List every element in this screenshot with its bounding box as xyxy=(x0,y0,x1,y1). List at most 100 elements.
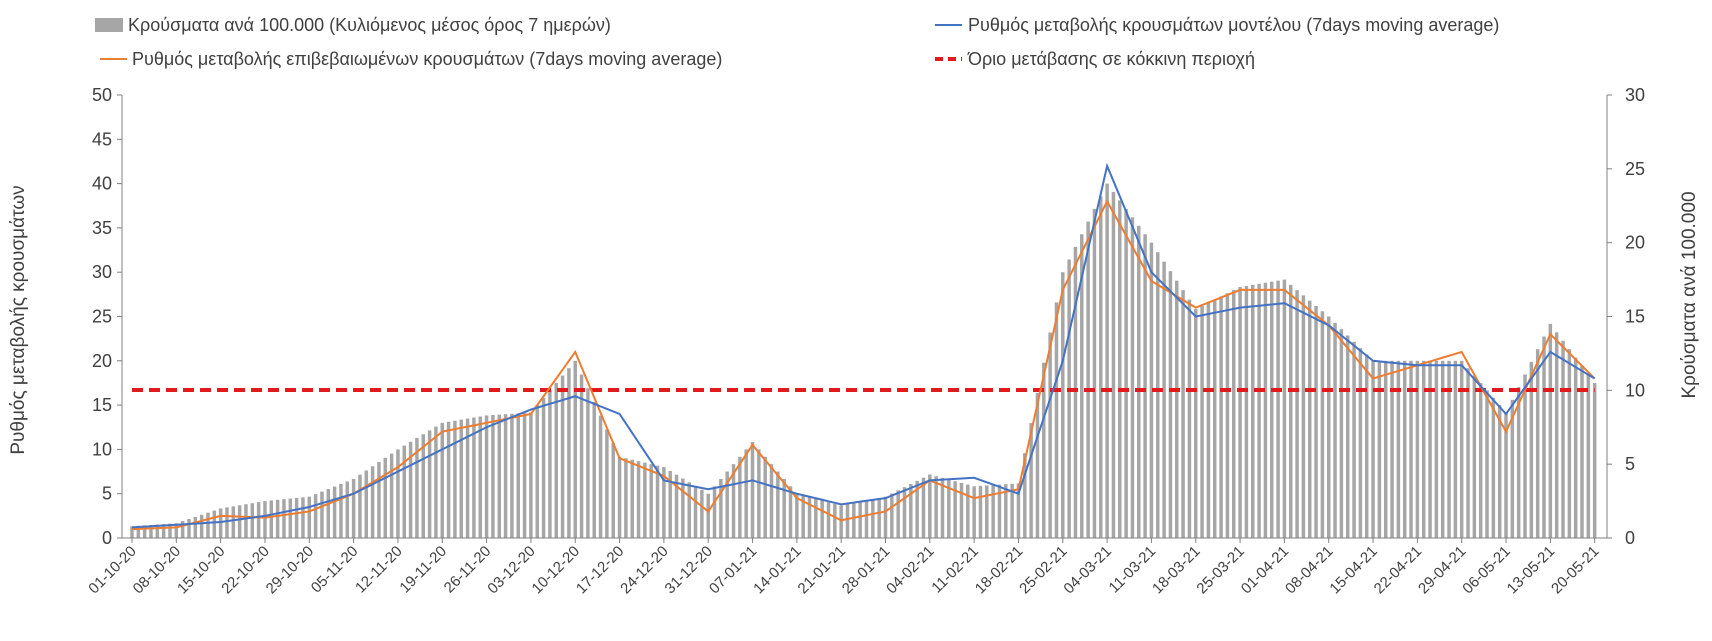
confirmed-rate-line xyxy=(131,199,1596,531)
bar xyxy=(833,503,837,538)
bar xyxy=(1573,357,1578,538)
x-tick-label: 20-05-21 xyxy=(1548,543,1602,597)
bar xyxy=(1364,354,1369,538)
bar xyxy=(1586,374,1591,538)
bar xyxy=(491,415,495,538)
bar xyxy=(136,525,141,538)
bar xyxy=(1339,329,1344,538)
bar xyxy=(1073,246,1078,538)
bar xyxy=(1118,200,1122,539)
bar xyxy=(250,503,255,538)
y-left-tick-label: 50 xyxy=(92,85,112,105)
bar xyxy=(415,438,419,538)
bar xyxy=(1105,183,1109,538)
bar xyxy=(459,419,463,538)
bar xyxy=(1282,279,1287,538)
bar xyxy=(313,494,318,538)
bar xyxy=(288,498,293,538)
bar xyxy=(453,420,457,538)
bar xyxy=(1251,284,1255,538)
bar xyxy=(864,500,869,538)
bar xyxy=(503,414,508,538)
bar xyxy=(484,415,489,538)
bar xyxy=(1168,271,1173,538)
line-series xyxy=(131,162,1596,531)
bar xyxy=(408,441,413,538)
bar-series xyxy=(130,183,1597,539)
bar xyxy=(1592,382,1597,538)
bar xyxy=(326,489,331,538)
bar xyxy=(1162,261,1166,538)
x-tick-label: 06-05-21 xyxy=(1459,543,1513,597)
bar xyxy=(472,417,476,538)
x-tick-label: 08-04-21 xyxy=(1282,543,1336,597)
bar xyxy=(180,521,185,538)
bar xyxy=(1232,290,1236,538)
x-tick-label: 18-02-21 xyxy=(972,543,1026,597)
bar xyxy=(795,493,799,538)
bar xyxy=(1580,366,1584,538)
bar xyxy=(839,505,843,538)
x-tick-label: 29-10-20 xyxy=(263,543,317,597)
bar xyxy=(161,524,166,538)
bar xyxy=(1200,305,1204,538)
bar xyxy=(744,449,748,538)
bar xyxy=(763,456,767,538)
bar xyxy=(332,486,337,538)
x-tick-label: 17-12-20 xyxy=(573,543,627,597)
bar xyxy=(301,497,305,538)
bar xyxy=(909,484,913,538)
bar xyxy=(1175,280,1179,538)
y-left-tick-label: 30 xyxy=(92,262,112,282)
bar xyxy=(1561,340,1565,538)
bar xyxy=(1092,208,1097,538)
bar xyxy=(339,484,343,538)
bar xyxy=(624,458,628,538)
bar xyxy=(174,523,179,538)
bar xyxy=(681,478,685,538)
bar xyxy=(1326,316,1331,538)
x-tick-label: 01-10-20 xyxy=(85,543,139,597)
bar xyxy=(1535,349,1540,538)
bar xyxy=(1137,225,1141,539)
y-left-tick-label: 40 xyxy=(92,174,112,194)
bar xyxy=(1523,374,1527,538)
x-tick-label: 29-04-21 xyxy=(1415,543,1469,597)
x-ticks: 01-10-2008-10-2015-10-2022-10-2029-10-20… xyxy=(85,538,1602,597)
bar xyxy=(636,461,641,538)
x-tick-label: 18-03-21 xyxy=(1149,543,1203,597)
x-tick-label: 24-12-20 xyxy=(617,543,671,597)
bar xyxy=(997,484,1002,538)
bar xyxy=(560,375,565,538)
bar xyxy=(1333,322,1337,538)
bar xyxy=(1434,360,1439,538)
bar xyxy=(1383,360,1388,538)
x-tick-label: 08-10-20 xyxy=(130,543,184,597)
y-right-tick-label: 15 xyxy=(1625,307,1645,327)
bar xyxy=(991,485,995,538)
bar xyxy=(269,500,274,538)
x-tick-label: 03-12-20 xyxy=(484,543,538,597)
bar xyxy=(1345,335,1350,538)
x-tick-label: 04-02-21 xyxy=(883,543,937,597)
bar xyxy=(1478,382,1483,538)
bar xyxy=(535,405,539,538)
bar xyxy=(1548,323,1553,538)
bar xyxy=(1409,360,1413,538)
bar xyxy=(807,497,812,538)
bar xyxy=(877,497,881,538)
bar xyxy=(712,486,717,538)
x-tick-label: 12-11-20 xyxy=(352,543,406,597)
bar xyxy=(231,506,236,538)
bar xyxy=(643,462,647,538)
bar xyxy=(978,485,983,538)
model-rate-line xyxy=(131,162,1596,529)
bar xyxy=(541,397,546,538)
bar xyxy=(915,480,919,538)
bar xyxy=(1048,332,1052,538)
bar xyxy=(1453,360,1458,538)
bar xyxy=(649,464,653,538)
bar xyxy=(465,418,470,538)
bar xyxy=(149,524,153,538)
